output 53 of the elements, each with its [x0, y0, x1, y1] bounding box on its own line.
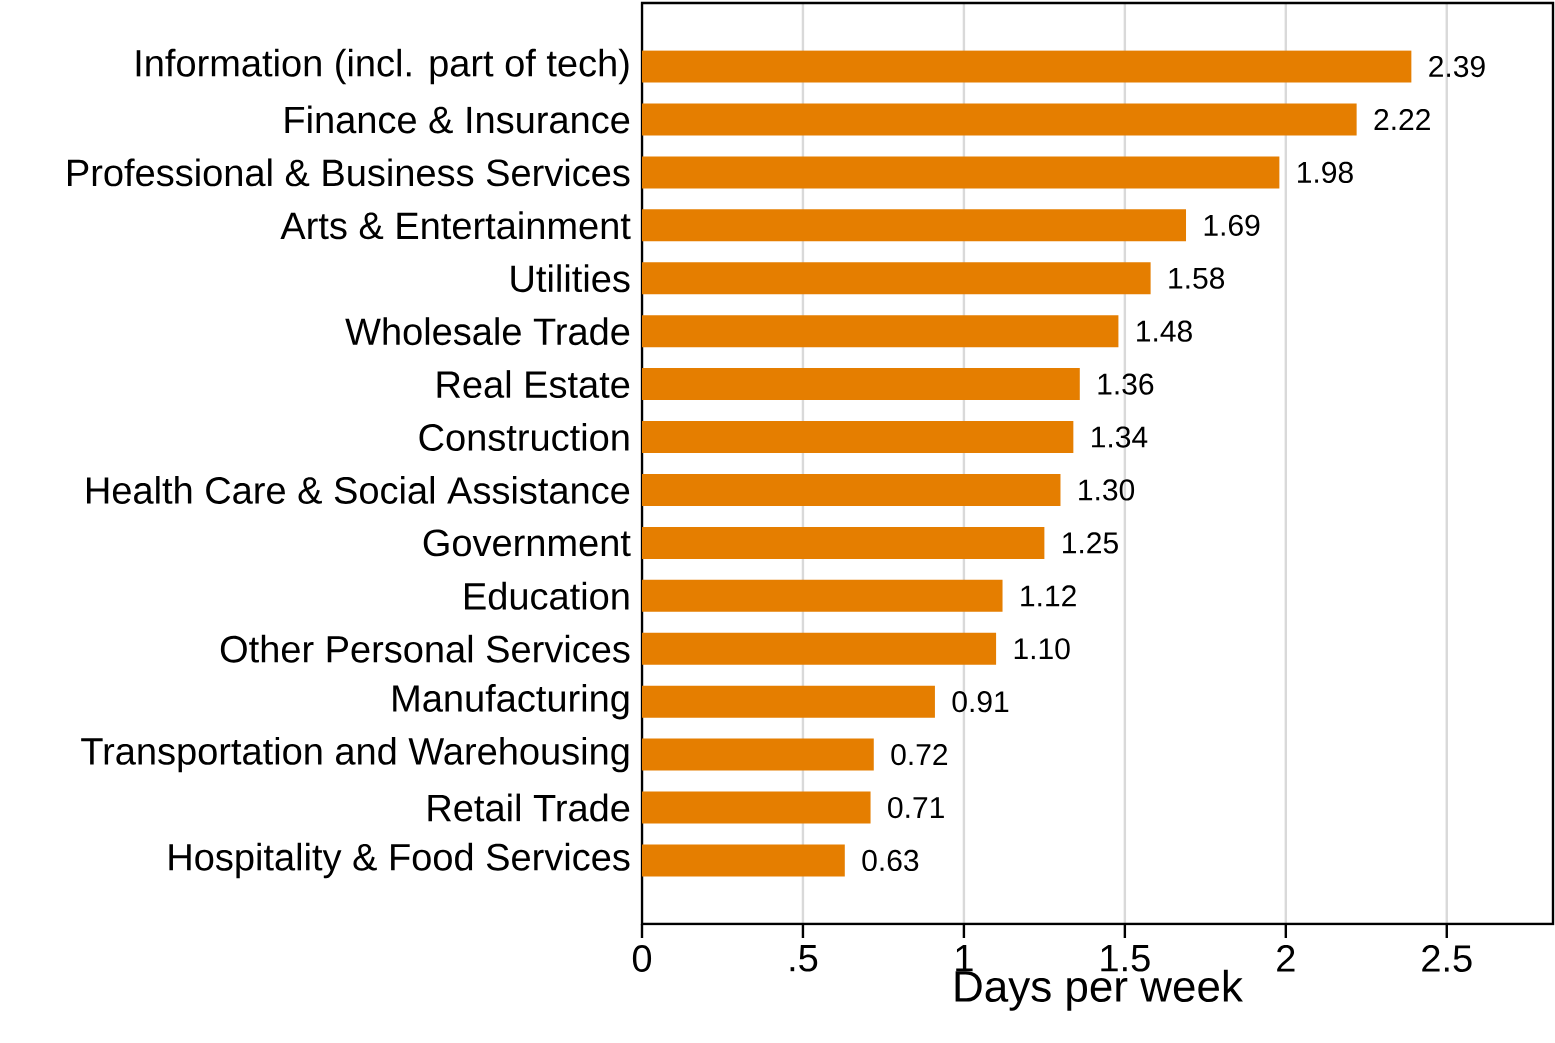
y-tick-label: Utilities — [511, 264, 630, 293]
bar — [642, 844, 845, 877]
bar — [642, 368, 1080, 401]
bar — [642, 50, 1412, 83]
y-tick-label: Health Care & Social Assistance — [87, 476, 630, 504]
data-label: 2.39 — [1429, 55, 1485, 78]
y-tick-label: Transportation and Warehousing — [81, 736, 629, 773]
y-tick-label: Hospitality & Food Services — [169, 842, 630, 879]
y-tick-label: Manufacturing — [393, 683, 629, 720]
x-tick-label: 2.5 — [1422, 945, 1472, 972]
data-label: 0.63 — [862, 849, 919, 872]
bar — [642, 315, 1119, 348]
data-label: 1.98 — [1298, 161, 1353, 183]
y-tick-label: Finance & Insurance — [285, 105, 630, 134]
data-label: 0.72 — [891, 743, 948, 766]
bar — [642, 791, 871, 824]
data-label: 2.22 — [1374, 108, 1430, 130]
bar — [642, 156, 1280, 189]
data-label: 1.30 — [1079, 479, 1135, 501]
x-tick-label: .5 — [790, 945, 818, 972]
bar — [642, 738, 874, 771]
data-label: 1.10 — [1014, 638, 1070, 660]
bar — [642, 421, 1074, 454]
y-tick-label: Retail Trade — [428, 793, 630, 822]
bar — [642, 685, 935, 718]
data-label: 0.91 — [952, 691, 1009, 713]
bar — [642, 579, 1003, 612]
data-label: 1.34 — [1092, 426, 1148, 448]
bar — [642, 473, 1061, 506]
bar — [642, 262, 1151, 295]
bar — [642, 103, 1357, 136]
y-tick-label: Education — [465, 581, 629, 610]
y-tick-label: Professional & Business Services — [68, 158, 630, 187]
y-tick-label: Arts & Entertainment — [280, 211, 631, 240]
data-label: 1.58 — [1169, 267, 1225, 289]
data-label: 0.71 — [888, 796, 944, 819]
y-tick-label: Construction — [419, 423, 629, 451]
data-label: 1.36 — [1098, 373, 1154, 395]
bar — [642, 526, 1045, 559]
x-tick-label: 2 — [1277, 945, 1295, 972]
y-tick-label: Government — [423, 529, 631, 557]
bar — [642, 209, 1187, 242]
data-label: 1.48 — [1137, 320, 1192, 342]
y-tick-label: Other Personal Services — [220, 634, 630, 663]
y-tick-label: Information (incl. part of tech) — [136, 48, 629, 85]
data-label: 1.25 — [1063, 532, 1118, 554]
x-tick-label: 0 — [632, 945, 652, 972]
x-tick-label: 1 — [956, 945, 973, 972]
bar — [642, 632, 997, 665]
y-tick-label: Wholesale Trade — [345, 317, 630, 346]
y-tick-label: Real Estate — [437, 370, 630, 399]
data-label: 1.69 — [1204, 214, 1260, 236]
data-label: 1.12 — [1021, 585, 1076, 607]
